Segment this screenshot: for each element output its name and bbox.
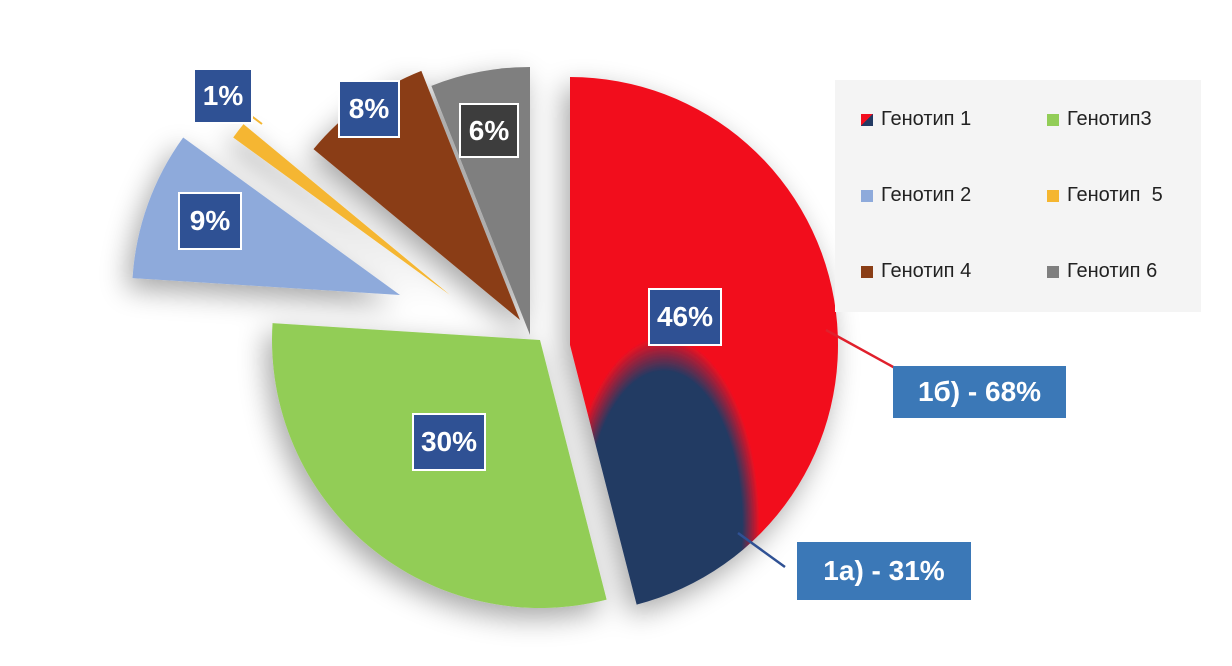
data-label-genotype-3: 30% [412, 413, 486, 471]
callout-1a: 1а) - 31% [797, 542, 971, 600]
pie-slice-genotype-5 [233, 124, 450, 295]
legend-label: Генотип 5 [1067, 184, 1163, 206]
data-label-genotype-6: 6% [459, 103, 519, 158]
legend-swatch [861, 113, 873, 126]
legend-swatch [1047, 189, 1059, 202]
legend-swatch [861, 265, 873, 278]
legend-label: Генотип 4 [881, 260, 972, 282]
callout-leader-1b [825, 328, 896, 370]
legend-swatch [1047, 113, 1059, 126]
data-label-genotype-1: 46% [648, 288, 722, 346]
legend-item-genotype-5: Генотип 5 [1047, 184, 1163, 207]
legend-item-genotype-1: Генотип 1 [861, 108, 971, 131]
legend-item-genotype-3: Генотип3 [1047, 108, 1152, 131]
legend-item-genotype-4: Генотип 4 [861, 260, 971, 283]
data-label-genotype-2: 9% [178, 192, 242, 250]
data-label-genotype-5: 1% [193, 68, 253, 124]
legend-label: Генотип 1 [881, 108, 972, 130]
legend-item-genotype-6: Генотип 6 [1047, 260, 1157, 283]
legend-label: Генотип3 [1067, 108, 1152, 130]
legend-label: Генотип 6 [1067, 260, 1158, 282]
callout-1b: 1б) - 68% [893, 366, 1066, 418]
legend-swatch [861, 189, 873, 202]
legend-label: Генотип 2 [881, 184, 972, 206]
legend-swatch [1047, 265, 1059, 278]
legend: Генотип 1 Генотип3 Генотип 2 Генотип 5 Г… [835, 80, 1201, 312]
callout-leader-1a [737, 531, 786, 569]
data-label-genotype-4: 8% [338, 80, 400, 138]
legend-item-genotype-2: Генотип 2 [861, 184, 971, 207]
pie-slice-genotype-2 [132, 137, 400, 295]
